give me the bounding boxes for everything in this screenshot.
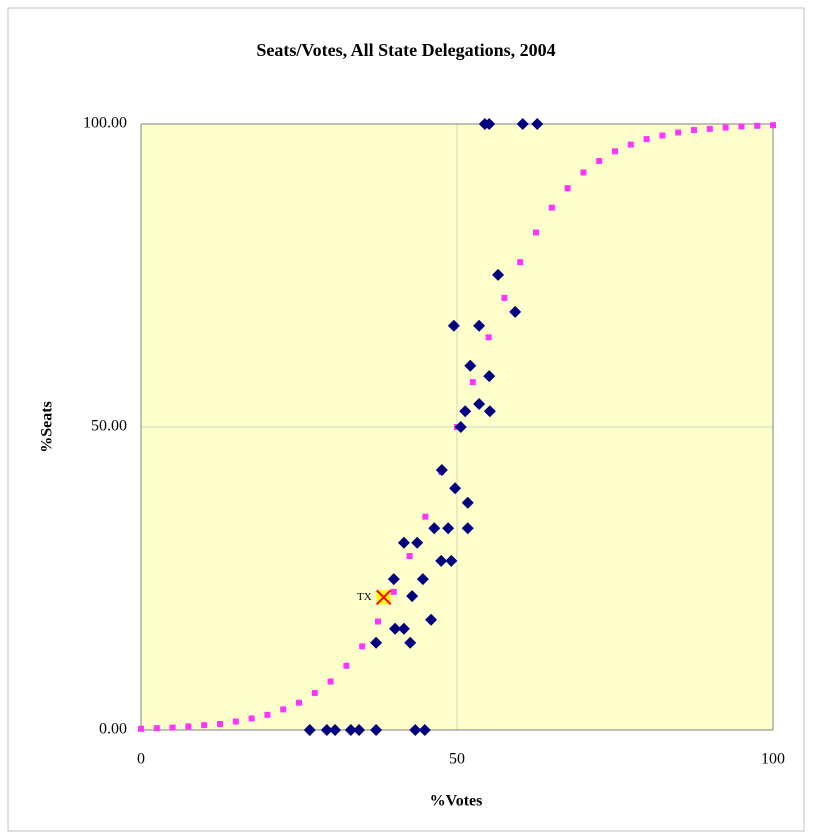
state-point <box>531 118 544 130</box>
y-axis-label: %Seats <box>39 401 56 453</box>
state-point <box>442 522 455 535</box>
state-point <box>473 319 486 332</box>
curve-point <box>612 148 618 155</box>
curve-point <box>485 334 492 341</box>
curve-point <box>627 141 634 148</box>
curve-point <box>359 643 366 650</box>
curve-point <box>754 122 761 129</box>
state-point <box>425 613 438 626</box>
curve-point <box>596 157 603 164</box>
x-tick-label: 100 <box>761 751 785 768</box>
curve-point <box>722 124 729 131</box>
state-point <box>459 405 472 418</box>
state-point <box>464 359 477 372</box>
curve-point <box>406 553 413 560</box>
state-point <box>370 636 383 649</box>
state-point <box>454 421 467 433</box>
state-point <box>397 536 410 549</box>
curve-point <box>548 204 555 211</box>
state-point <box>461 522 474 535</box>
state-point <box>447 319 460 332</box>
x-tick-label: 0 <box>137 751 145 768</box>
curve-point <box>706 125 713 132</box>
state-point <box>492 268 505 281</box>
curve-point <box>564 185 571 192</box>
state-point <box>404 636 417 649</box>
curve-point <box>280 706 287 713</box>
state-point <box>406 590 419 603</box>
curve-point <box>264 711 271 718</box>
state-point <box>397 622 410 635</box>
curve-point <box>533 229 539 236</box>
state-point <box>353 724 366 736</box>
curve-point <box>659 132 666 139</box>
curve-point <box>201 722 208 729</box>
y-tick-label: 50.00 <box>91 418 127 435</box>
state-point <box>389 622 402 635</box>
state-point <box>411 536 424 549</box>
curve-point <box>517 259 524 266</box>
state-point <box>409 724 422 736</box>
y-tick-label: 100.00 <box>83 115 127 132</box>
curve-point <box>691 127 697 134</box>
curve-point <box>580 169 587 176</box>
curve-point <box>232 718 239 725</box>
state-point <box>416 573 429 586</box>
curve-point <box>343 662 350 669</box>
curve-point <box>169 724 176 731</box>
curve-point <box>185 723 192 730</box>
state-point <box>344 724 357 736</box>
curve-point <box>296 699 302 706</box>
curve-point <box>469 379 476 386</box>
curve-point <box>390 588 397 595</box>
curve-point <box>675 129 682 136</box>
curve-point <box>643 136 650 143</box>
y-tick-label: 0.00 <box>99 721 127 738</box>
curve-point <box>770 122 776 129</box>
curve-point <box>501 294 508 301</box>
curve-point <box>375 618 381 625</box>
x-axis-label: %Votes <box>430 793 483 810</box>
state-point <box>320 724 333 736</box>
curve-point <box>738 123 745 130</box>
state-point <box>329 724 342 736</box>
highlight-point <box>375 589 392 605</box>
state-point <box>483 118 496 130</box>
curve-point <box>311 690 318 697</box>
state-point <box>445 554 458 567</box>
state-point <box>418 724 431 736</box>
state-point <box>435 554 448 567</box>
state-point <box>509 305 522 318</box>
curve-point <box>153 725 160 732</box>
state-point <box>449 482 462 495</box>
curve-point <box>217 720 223 727</box>
state-point <box>483 405 496 418</box>
state-point <box>461 496 474 509</box>
state-point <box>370 724 383 736</box>
curve-point <box>422 513 429 520</box>
state-point <box>435 464 448 477</box>
chart-title: Seats/Votes, All State Delegations, 2004 <box>256 40 555 60</box>
state-point <box>483 370 496 383</box>
curve-point <box>327 678 334 685</box>
state-point <box>473 397 486 410</box>
curve-point <box>138 725 144 732</box>
state-point <box>516 118 529 130</box>
state-point <box>428 522 441 535</box>
state-point <box>303 724 316 736</box>
point-label: TX <box>357 591 372 603</box>
curve-point <box>248 715 255 722</box>
x-tick-label: 50 <box>449 751 465 768</box>
state-point <box>387 573 400 586</box>
